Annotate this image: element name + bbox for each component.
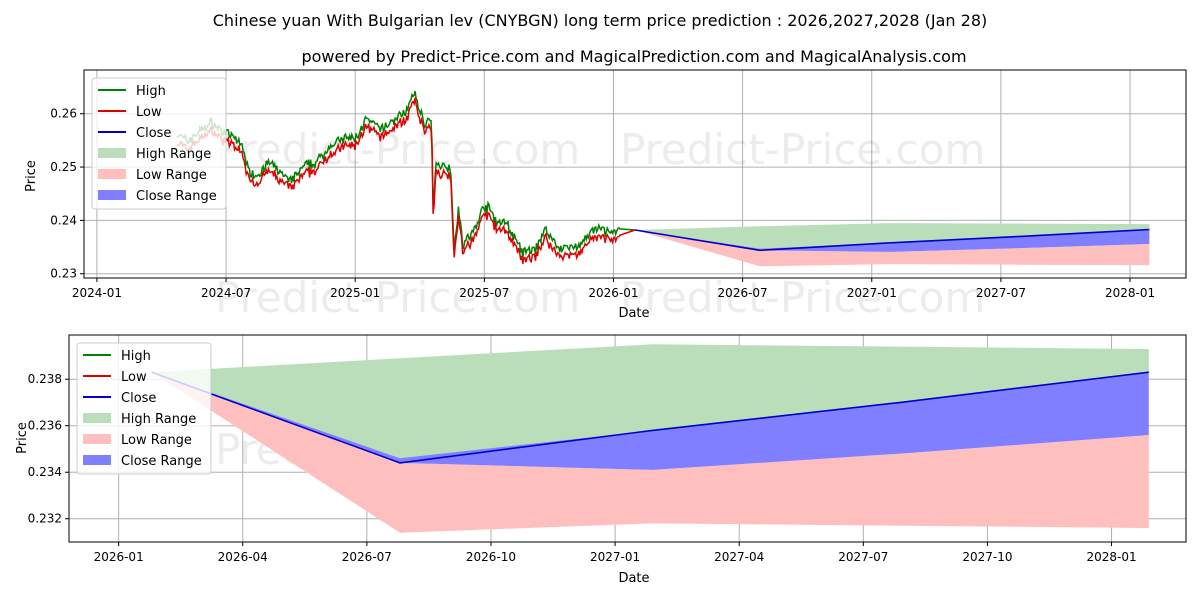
x-tick-label: 2026-07	[342, 550, 392, 564]
chart-subtitle: powered by Predict-Price.com and Magical…	[301, 47, 966, 66]
legend-swatch-low-range	[98, 169, 126, 179]
x-tick-label: 2027-01	[590, 550, 640, 564]
top-series	[176, 90, 1150, 267]
watermark-text: Predict-Price.com	[215, 273, 580, 322]
x-tick-label: 2027-07	[976, 286, 1026, 300]
low-series-line	[176, 97, 636, 264]
bottom-x-axis-label: Date	[618, 571, 649, 586]
watermark-text: Predict-Price.com	[620, 125, 985, 174]
x-tick-label: 2024-07	[201, 286, 251, 300]
y-tick-label: 0.234	[28, 465, 62, 479]
legend-label-close-range: Close Range	[136, 189, 217, 204]
bottom-axes: 2026-01 2026-04 2026-07 2026-10 2027-01 2027-…	[28, 334, 1187, 564]
bottom-series	[151, 344, 1149, 533]
bottom-legend: High Low Close High Range Low Range Close Ran…	[76, 342, 212, 475]
x-tick-label: 2025-01	[330, 286, 380, 300]
top-axes: 2024-01 2024-07 2025-01 2025-07 2026-01 2026-…	[50, 69, 1187, 300]
legend-label-high-range: High Range	[136, 147, 211, 162]
legend-swatch-close-range	[98, 190, 126, 200]
y-tick-label: 0.26	[50, 107, 77, 121]
legend-label-low: Low	[121, 370, 147, 385]
legend-swatch-high-range	[98, 148, 126, 158]
y-tick-label: 0.23	[50, 267, 77, 281]
top-y-axis-label: Price	[24, 160, 39, 192]
low-range-area	[151, 372, 1149, 533]
legend-swatch-low-range	[83, 434, 111, 444]
legend-label-high: High	[121, 349, 151, 364]
legend-label-low: Low	[136, 105, 162, 120]
x-tick-label: 2026-01	[588, 286, 638, 300]
legend-label-close: Close	[121, 391, 156, 406]
legend-label-high-range: High Range	[121, 412, 196, 427]
close-series-line	[634, 228, 1150, 252]
close-series-line	[151, 371, 1149, 464]
y-tick-label: 0.238	[28, 372, 62, 386]
legend-swatch-close-range	[83, 455, 111, 465]
legend-label-low-range: Low Range	[121, 433, 192, 448]
x-tick-label: 2025-07	[459, 286, 509, 300]
plot-frame	[68, 334, 1187, 543]
legend-label-close: Close	[136, 126, 171, 141]
watermark-text: Predict-Price.com	[620, 273, 985, 322]
x-tick-label: 2026-01	[94, 550, 144, 564]
x-tick-label: 2027-01	[847, 286, 897, 300]
top-gridlines	[84, 70, 1186, 278]
watermark-text: Predict-Price.com	[215, 125, 580, 174]
x-tick-label: 2028-01	[1105, 286, 1155, 300]
x-tick-label: 2028-01	[1086, 550, 1136, 564]
legend-label-close-range: Close Range	[121, 454, 202, 469]
x-tick-label: 2026-04	[218, 550, 268, 564]
high-series-line	[176, 90, 636, 258]
x-tick-label: 2027-10	[962, 550, 1012, 564]
plot-frame	[83, 69, 1187, 279]
top-legend: High Low Close High Range Low Range Close Ran…	[91, 77, 227, 210]
x-tick-label: 2027-04	[714, 550, 764, 564]
close-range-area	[635, 229, 1150, 252]
bottom-y-axis-label: Price	[15, 422, 30, 454]
bottom-panel: Predict-Price.com Predict-Price.com 2026…	[15, 334, 1187, 586]
x-tick-label: 2027-07	[838, 550, 888, 564]
y-tick-label: 0.232	[28, 512, 62, 526]
x-tick-label: 2024-01	[72, 286, 122, 300]
top-x-axis-label: Date	[618, 306, 649, 321]
legend-label-low-range: Low Range	[136, 168, 207, 183]
legend-swatch-high-range	[83, 413, 111, 423]
y-tick-label: 0.25	[50, 160, 77, 174]
x-tick-label: 2026-07	[718, 286, 768, 300]
y-tick-label: 0.24	[50, 213, 77, 227]
legend-label-high: High	[136, 84, 166, 99]
x-tick-label: 2026-10	[466, 550, 516, 564]
low-range-area	[635, 230, 1150, 267]
y-tick-label: 0.236	[28, 419, 62, 433]
high-range-area	[635, 223, 1150, 251]
close-range-area	[151, 372, 1149, 470]
chart-title: Chinese yuan With Bulgarian lev (CNYBGN)…	[213, 11, 987, 30]
top-panel: Predict-Price.com Predict-Price.com Pred…	[24, 69, 1187, 322]
high-range-area	[151, 344, 1149, 463]
